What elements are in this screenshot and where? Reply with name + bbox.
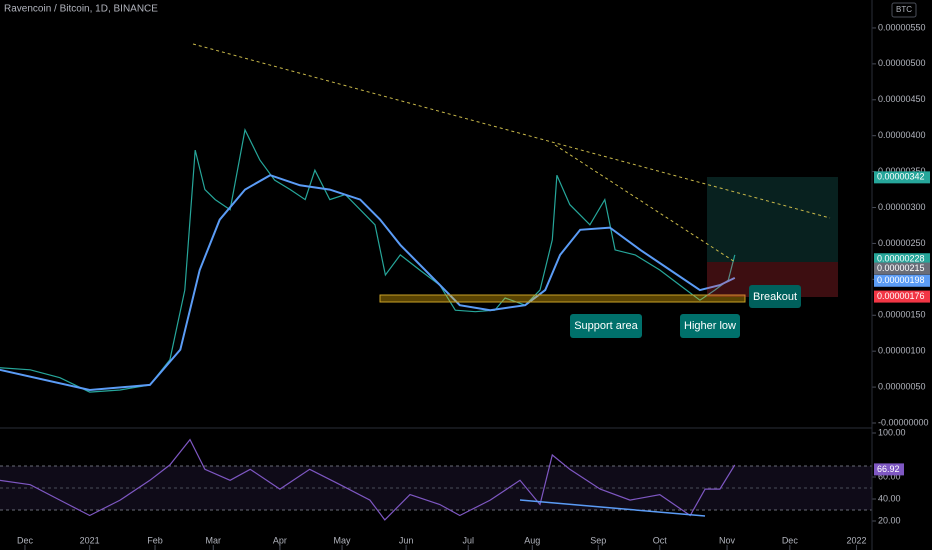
value-tag-label: 66.92 bbox=[877, 464, 900, 474]
annotation: Breakout bbox=[753, 291, 797, 303]
y-tick-label: 20.00 bbox=[878, 515, 901, 525]
x-tick-label: Oct bbox=[653, 535, 668, 545]
y-tick-label: 0.00000400 bbox=[878, 130, 926, 140]
x-tick-label: Nov bbox=[719, 535, 736, 545]
y-tick-label: 0.00000150 bbox=[878, 310, 926, 320]
x-tick-label: Mar bbox=[206, 535, 222, 545]
callout bbox=[680, 314, 740, 338]
price-tag bbox=[874, 253, 930, 266]
y-tick-label: 0.00000250 bbox=[878, 238, 926, 248]
x-tick-label: Dec bbox=[17, 535, 34, 545]
trend-line bbox=[192, 43, 831, 219]
x-tick-label: 2021 bbox=[80, 535, 100, 545]
callout bbox=[570, 314, 642, 338]
y-tick-label: 100.00 bbox=[878, 427, 906, 437]
callout bbox=[749, 285, 801, 308]
divergence-line bbox=[519, 499, 706, 517]
currency-label[interactable]: BTC bbox=[896, 5, 912, 14]
y-tick-label: -0.00000000 bbox=[878, 417, 929, 427]
x-tick-label: Dec bbox=[782, 535, 799, 545]
price-tag bbox=[874, 171, 930, 184]
y-tick-label: 0.00000100 bbox=[878, 346, 926, 356]
annotation: Support area bbox=[574, 320, 638, 332]
price-tag bbox=[874, 262, 930, 275]
annotation: Higher low bbox=[684, 320, 736, 332]
price-tag bbox=[874, 290, 930, 303]
y-tick-label: 0.00000450 bbox=[878, 94, 926, 104]
x-tick-label: Jun bbox=[399, 535, 414, 545]
y-tick-label: 0.00000550 bbox=[878, 22, 926, 32]
series-line bbox=[0, 438, 736, 521]
y-tick-label: 0.00000300 bbox=[878, 202, 926, 212]
series-line bbox=[0, 174, 736, 392]
y-tick-label: 40.00 bbox=[878, 493, 901, 503]
x-tick-label: 2022 bbox=[846, 535, 866, 545]
chart-title: Ravencoin / Bitcoin, 1D, BINANCE bbox=[4, 4, 158, 15]
support-box bbox=[379, 294, 746, 303]
y-tick-label: 0.00000350 bbox=[878, 166, 926, 176]
x-tick-label: Feb bbox=[147, 535, 163, 545]
x-tick-label: Aug bbox=[524, 535, 540, 545]
series-line bbox=[0, 128, 736, 393]
y-tick-label: 0.00000500 bbox=[878, 58, 926, 68]
currency-button[interactable] bbox=[891, 2, 917, 18]
y-tick-label: 60.00 bbox=[878, 471, 901, 481]
price-tag-label: 0.00000176 bbox=[877, 291, 925, 301]
price-tag-label: 0.00000342 bbox=[877, 172, 925, 182]
y-tick-label: 0.00000050 bbox=[878, 381, 926, 391]
target-zone bbox=[707, 177, 838, 262]
x-tick-label: May bbox=[334, 535, 352, 545]
price-tag bbox=[874, 274, 930, 287]
price-tag-label: 0.00000215 bbox=[877, 263, 925, 273]
x-tick-label: Apr bbox=[273, 535, 287, 545]
x-tick-label: Jul bbox=[462, 535, 474, 545]
x-tick-label: Sep bbox=[590, 535, 606, 545]
price-tag-label: 0.00000228 bbox=[877, 254, 925, 264]
price-tag-label: 0.00000198 bbox=[877, 275, 925, 285]
value-tag bbox=[874, 463, 904, 476]
